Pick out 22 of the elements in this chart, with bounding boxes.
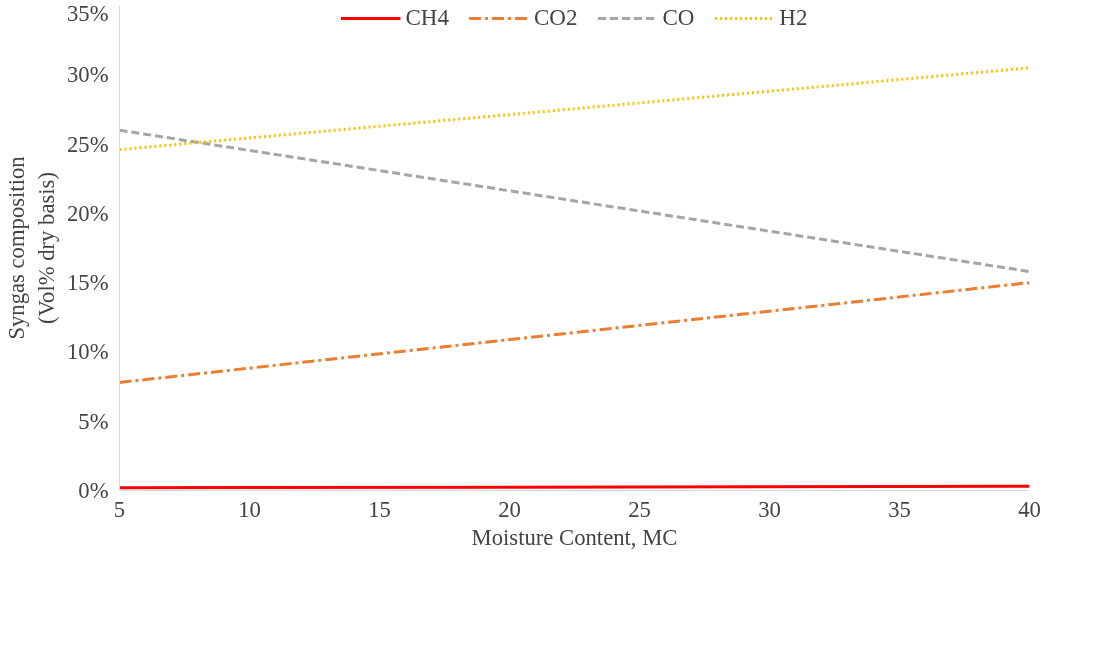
x-tick-label: 10 [238,496,261,522]
legend-label: H2 [779,5,808,31]
y-axis-title: Syngas composition (Vol% dry basis) [3,156,59,340]
x-tick-label: 25 [628,496,651,522]
x-tick-label: 30 [758,496,781,522]
x-tick-label: 15 [368,496,391,522]
x-tick-label: 20 [498,496,521,522]
y-tick-label: 30% [66,62,109,88]
y-tick-label: 5% [78,408,109,434]
y-tick-label: 25% [66,131,109,157]
x-tick-label: 35 [888,496,911,522]
x-axis-title: Moisture Content, MC [471,524,678,550]
legend-label: CO2 [533,5,578,31]
y-tick-label: 10% [66,339,109,365]
legend-label: CH4 [405,5,449,31]
y-tick-label: 0% [78,478,109,503]
y-tick-label: 15% [66,270,109,296]
x-tick-label: 5 [113,496,126,522]
legend-label: CO [662,5,695,31]
y-tick-label: 35% [66,0,109,26]
x-tick-label: 40 [1018,496,1041,522]
y-tick-label: 20% [66,200,109,226]
